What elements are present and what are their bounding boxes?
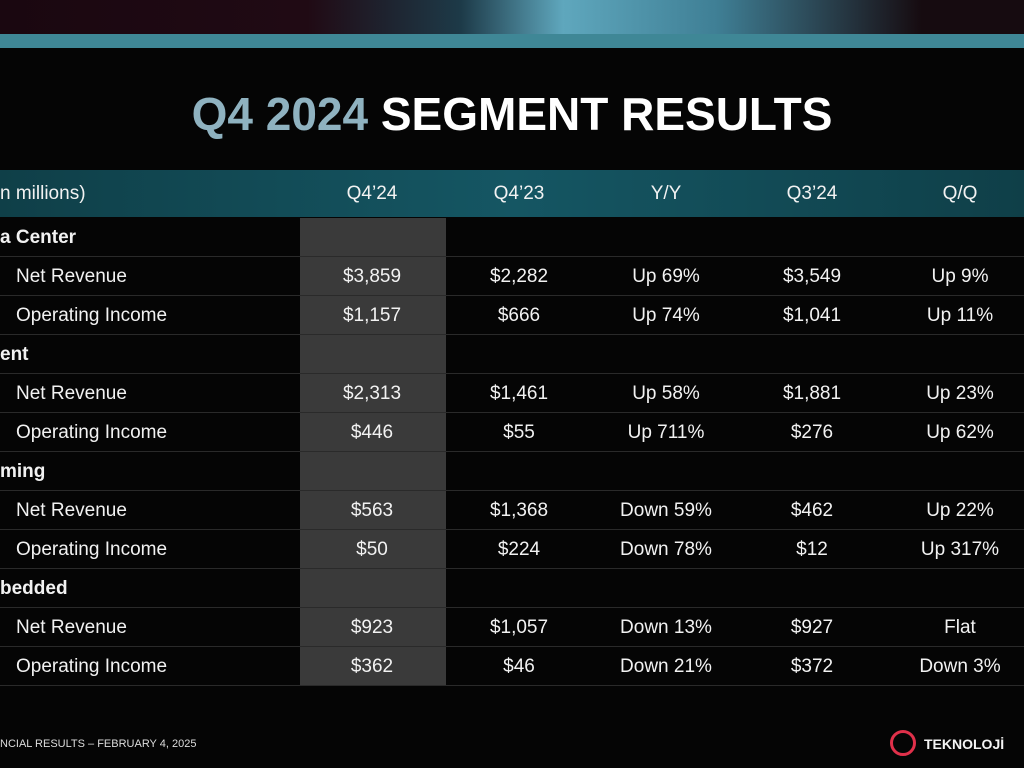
- table-cell: $362: [350, 656, 394, 677]
- row-label: Net Revenue: [16, 266, 127, 287]
- column-header: Q3’24: [786, 183, 838, 204]
- table-cell: $1,368: [489, 500, 549, 521]
- table-cell: $372: [790, 656, 834, 677]
- table-cell: Down 21%: [620, 656, 712, 677]
- table-cell: $2,313: [342, 383, 402, 404]
- row-separator: [0, 451, 1024, 452]
- row-label: Operating Income: [16, 305, 168, 326]
- table-cell: $923: [350, 617, 394, 638]
- title-rest: SEGMENT RESULTS: [380, 88, 833, 140]
- table-cell: $1,041: [782, 305, 842, 326]
- row-label: Operating Income: [16, 656, 168, 677]
- table-cell: Up 317%: [920, 539, 1000, 560]
- logo-icon: [890, 730, 916, 756]
- table-cell: $446: [350, 422, 394, 443]
- row-label: Net Revenue: [16, 617, 127, 638]
- table-cell: $3,859: [342, 266, 402, 287]
- group-label: bedded: [0, 578, 68, 599]
- table-cell: $1,057: [489, 617, 549, 638]
- title: Q4 2024 SEGMENT RESULTS: [0, 84, 1024, 144]
- row-separator: [0, 490, 1024, 491]
- row-separator: [0, 529, 1024, 530]
- table-cell: $2,282: [489, 266, 549, 287]
- table-cell: Down 13%: [620, 617, 712, 638]
- column-header: n millions): [0, 183, 86, 204]
- table-cell: Up 22%: [926, 500, 994, 521]
- table-cell: Down 78%: [620, 539, 712, 560]
- table-cell: $55: [503, 422, 535, 443]
- table-cell: Up 9%: [931, 266, 989, 287]
- table-cell: $462: [790, 500, 834, 521]
- column-header: Q4’23: [493, 183, 545, 204]
- row-separator: [0, 412, 1024, 413]
- row-separator: [0, 256, 1024, 257]
- table-cell: $3,549: [782, 266, 842, 287]
- table-cell: Up 62%: [926, 422, 994, 443]
- table-cell: Down 3%: [919, 656, 1001, 677]
- row-separator: [0, 685, 1024, 686]
- table-cell: $50: [356, 539, 388, 560]
- table-cell: $12: [796, 539, 828, 560]
- title-accent: Q4 2024: [191, 88, 369, 140]
- row-separator: [0, 334, 1024, 335]
- footer-text: NCIAL RESULTS – FEBRUARY 4, 2025: [0, 738, 197, 750]
- column-header: Y/Y: [650, 183, 682, 204]
- row-label: Operating Income: [16, 539, 168, 560]
- row-separator: [0, 568, 1024, 569]
- row-label: Net Revenue: [16, 383, 127, 404]
- table-cell: Up 23%: [926, 383, 994, 404]
- group-label: a Center: [0, 227, 77, 248]
- table-cell: Flat: [944, 617, 976, 638]
- table-cell: $1,461: [489, 383, 549, 404]
- table-cell: $1,157: [342, 305, 402, 326]
- row-separator: [0, 373, 1024, 374]
- table-cell: Down 59%: [620, 500, 712, 521]
- table-cell: $1,881: [782, 383, 842, 404]
- table-cell: Up 69%: [632, 266, 700, 287]
- banner-stripe: [0, 34, 1024, 48]
- table-cell: $563: [350, 500, 394, 521]
- banner-image: [0, 0, 1024, 34]
- table-cell: $927: [790, 617, 834, 638]
- table-cell: $46: [503, 656, 535, 677]
- row-separator: [0, 295, 1024, 296]
- row-label: Operating Income: [16, 422, 168, 443]
- table-cell: $276: [790, 422, 834, 443]
- group-label: ent: [0, 344, 29, 365]
- table-cell: Up 58%: [632, 383, 700, 404]
- column-header: Q/Q: [942, 183, 978, 204]
- row-label: Net Revenue: [16, 500, 127, 521]
- highlight-column: [300, 218, 446, 686]
- table-cell: $666: [497, 305, 541, 326]
- table-cell: Up 711%: [627, 422, 705, 443]
- table-cell: Up 74%: [632, 305, 700, 326]
- group-label: ming: [0, 461, 46, 482]
- logo-text: TEKNOLOJİ: [924, 736, 1005, 752]
- table-cell: Up 11%: [926, 305, 994, 326]
- row-separator: [0, 607, 1024, 608]
- row-separator: [0, 646, 1024, 647]
- header-row: [0, 170, 1024, 217]
- column-header: Q4’24: [346, 183, 398, 204]
- table-cell: $224: [497, 539, 541, 560]
